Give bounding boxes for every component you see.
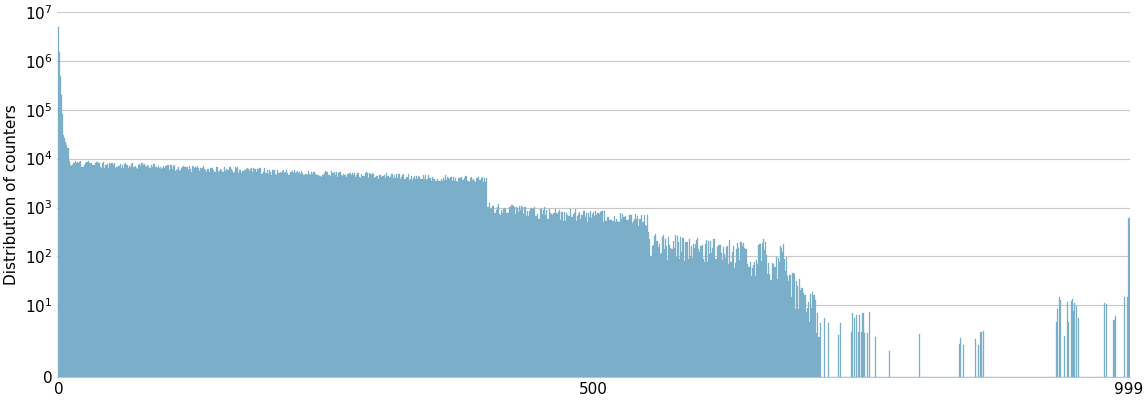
Y-axis label: Distribution of counters: Distribution of counters [5,104,20,285]
